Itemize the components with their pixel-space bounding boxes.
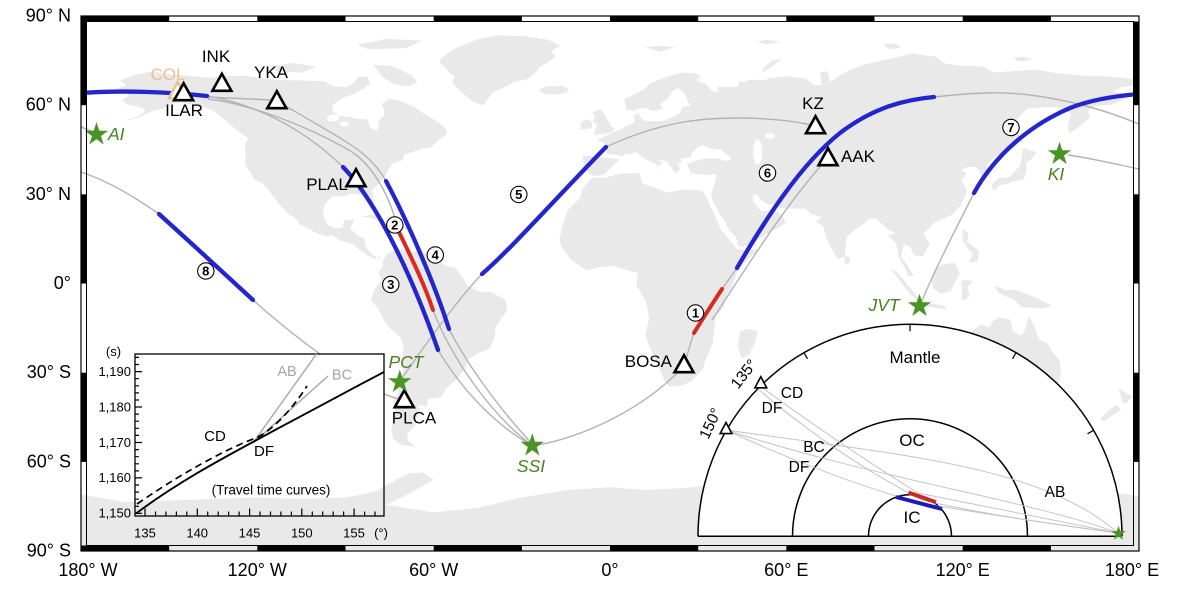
svg-text:CD: CD [204, 428, 226, 445]
svg-text:AB: AB [277, 364, 296, 380]
svg-text:140: 140 [186, 526, 208, 541]
svg-text:DF: DF [254, 443, 274, 460]
svg-text:8: 8 [202, 264, 209, 279]
svg-text:1,160: 1,160 [98, 470, 131, 485]
svg-text:5: 5 [515, 187, 522, 202]
svg-text:6: 6 [764, 166, 771, 181]
svg-text:90° S: 90° S [27, 541, 71, 561]
svg-text:IC: IC [904, 508, 921, 527]
svg-text:Mantle: Mantle [889, 348, 940, 367]
svg-text:PCT: PCT [389, 352, 425, 372]
svg-text:135: 135 [134, 526, 156, 541]
svg-text:KZ: KZ [802, 94, 824, 113]
svg-text:COL: COL [151, 65, 186, 84]
svg-text:BC: BC [803, 439, 825, 456]
svg-text:60° W: 60° W [409, 560, 458, 580]
svg-text:YKA: YKA [254, 63, 289, 82]
svg-text:180° W: 180° W [58, 560, 117, 580]
svg-text:(s): (s) [106, 344, 121, 359]
svg-text:60° N: 60° N [26, 95, 71, 115]
svg-text:0°: 0° [601, 560, 618, 580]
svg-text:1,180: 1,180 [98, 400, 131, 415]
svg-text:DF: DF [789, 459, 810, 476]
svg-text:SSI: SSI [517, 456, 545, 476]
svg-text:PLCA: PLCA [392, 409, 437, 428]
svg-text:30° N: 30° N [26, 184, 71, 204]
svg-text:INK: INK [202, 47, 231, 66]
svg-text:145: 145 [239, 526, 261, 541]
svg-text:JVT: JVT [867, 295, 900, 315]
svg-text:7: 7 [1007, 120, 1014, 135]
svg-text:PLAL: PLAL [306, 175, 348, 194]
svg-text:AAK: AAK [841, 147, 876, 166]
svg-text:155: 155 [343, 526, 365, 541]
svg-text:(Travel time curves): (Travel time curves) [212, 483, 331, 498]
svg-text:120° E: 120° E [936, 560, 990, 580]
svg-text:(°): (°) [374, 526, 388, 541]
svg-text:90° N: 90° N [26, 6, 71, 26]
svg-text:1: 1 [692, 306, 699, 321]
svg-text:60° S: 60° S [27, 451, 71, 471]
svg-text:BOSA: BOSA [625, 352, 673, 371]
svg-text:AI: AI [107, 124, 125, 144]
svg-text:1,190: 1,190 [98, 364, 131, 379]
svg-text:60° E: 60° E [764, 560, 808, 580]
svg-text:CD: CD [781, 385, 803, 402]
svg-text:OC: OC [899, 431, 925, 450]
svg-text:ILAR: ILAR [165, 101, 203, 120]
svg-text:4: 4 [432, 248, 440, 263]
svg-text:3: 3 [387, 277, 394, 292]
svg-text:30° S: 30° S [27, 362, 71, 382]
svg-text:1,150: 1,150 [98, 506, 131, 521]
svg-text:0°: 0° [54, 273, 71, 293]
svg-text:180° E: 180° E [1105, 560, 1159, 580]
svg-text:DF: DF [762, 400, 783, 417]
svg-text:2: 2 [391, 218, 398, 233]
svg-text:1,170: 1,170 [98, 435, 131, 450]
svg-text:AB: AB [1045, 484, 1066, 501]
svg-text:120° W: 120° W [228, 560, 287, 580]
svg-text:BC: BC [332, 368, 352, 384]
svg-text:KI: KI [1048, 164, 1065, 184]
svg-text:150: 150 [291, 526, 313, 541]
